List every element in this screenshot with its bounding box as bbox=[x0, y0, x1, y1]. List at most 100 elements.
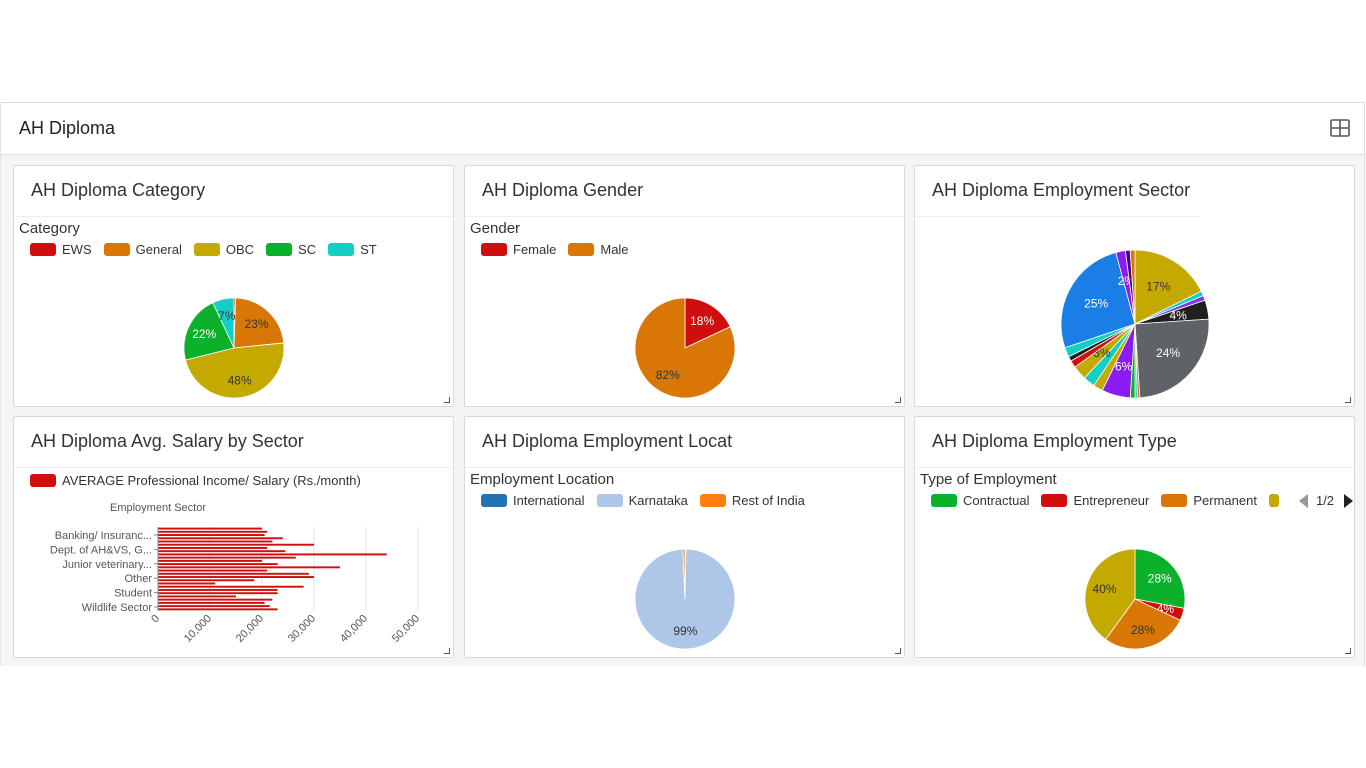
divider bbox=[915, 216, 1200, 217]
x-tick-label: 30,000 bbox=[286, 613, 318, 645]
legend-swatch bbox=[699, 494, 726, 507]
bar[interactable] bbox=[158, 608, 278, 611]
resize-handle[interactable] bbox=[895, 648, 901, 654]
legend-title: Category bbox=[19, 220, 80, 237]
card-title: AH Diploma Employment Type bbox=[932, 431, 1177, 451]
pie-slice[interactable] bbox=[1134, 249, 1202, 325]
card-type: AH Diploma Employment Type Type of Emplo… bbox=[914, 416, 1355, 658]
bar[interactable] bbox=[158, 550, 286, 553]
slice-label: 28% bbox=[1148, 572, 1172, 586]
bar[interactable] bbox=[158, 553, 387, 556]
location-pie-chart: 99% bbox=[634, 548, 736, 650]
resize-handle[interactable] bbox=[1345, 397, 1351, 403]
dashboard: AH Diploma AH Diploma Category Category … bbox=[0, 102, 1365, 666]
pie-slice[interactable] bbox=[1084, 548, 1136, 641]
legend-item[interactable]: ST bbox=[328, 242, 377, 257]
legend-item[interactable]: AVERAGE Professional Income/ Salary (Rs.… bbox=[30, 473, 361, 488]
legend-label: AVERAGE Professional Income/ Salary (Rs.… bbox=[62, 473, 361, 488]
divider bbox=[465, 216, 904, 217]
resize-handle[interactable] bbox=[444, 397, 450, 403]
slice-label: 99% bbox=[673, 624, 697, 638]
legend-title: Employment Location bbox=[470, 471, 615, 488]
legend-item[interactable]: Karnataka bbox=[596, 493, 688, 508]
bar[interactable] bbox=[158, 559, 262, 562]
bar[interactable] bbox=[158, 563, 278, 566]
legend-label: Female bbox=[513, 242, 557, 257]
legend-item[interactable]: Contractual bbox=[931, 493, 1029, 508]
legend-item[interactable]: Permanent bbox=[1161, 493, 1257, 508]
legend-item[interactable]: EWS bbox=[30, 242, 92, 257]
slice-label: 82% bbox=[656, 368, 680, 382]
bar[interactable] bbox=[158, 546, 268, 549]
pie-slice[interactable] bbox=[233, 297, 285, 349]
bar[interactable] bbox=[158, 588, 278, 591]
category-pie-chart: 23% 48% 22%7% bbox=[183, 297, 285, 399]
pie-slice[interactable] bbox=[1134, 318, 1210, 399]
bar[interactable] bbox=[158, 605, 270, 608]
legend-item[interactable]: International bbox=[481, 493, 585, 508]
legend-label: ST bbox=[360, 242, 377, 257]
pie-slice[interactable] bbox=[212, 297, 235, 349]
resize-handle[interactable] bbox=[444, 648, 450, 654]
pie-slice[interactable] bbox=[634, 297, 736, 399]
pie-slice[interactable] bbox=[1060, 252, 1136, 349]
legend-item[interactable]: General bbox=[103, 242, 182, 257]
bar[interactable] bbox=[158, 598, 273, 601]
legend-swatch bbox=[931, 494, 957, 507]
bar[interactable] bbox=[158, 537, 283, 540]
legend-item[interactable]: Female bbox=[481, 242, 556, 257]
y-axis-title: Employment Sector bbox=[110, 502, 206, 514]
pie-slice[interactable] bbox=[183, 302, 235, 361]
y-tick-label: Other bbox=[124, 573, 152, 585]
legend-label: Contractual bbox=[963, 493, 1030, 508]
card-title: AH Diploma Category bbox=[31, 180, 206, 200]
resize-handle[interactable] bbox=[1345, 648, 1351, 654]
bar[interactable] bbox=[158, 576, 314, 578]
bar[interactable] bbox=[158, 534, 265, 536]
slice-label: 25% bbox=[1084, 296, 1108, 310]
legend-swatch bbox=[1268, 494, 1279, 507]
legend-item[interactable]: Rest of India bbox=[699, 493, 805, 508]
pie-slice[interactable] bbox=[682, 548, 686, 600]
divider bbox=[915, 467, 1354, 468]
x-tick-label: 10,000 bbox=[182, 613, 214, 645]
bar[interactable] bbox=[158, 592, 278, 595]
bar[interactable] bbox=[158, 582, 216, 585]
pie-slice[interactable] bbox=[1129, 249, 1136, 325]
legend-item[interactable]: Entrepreneur bbox=[1041, 493, 1149, 508]
y-tick-label: Dept. of AH&VS, G... bbox=[50, 544, 152, 556]
slice-label: 23% bbox=[244, 317, 268, 331]
bar[interactable] bbox=[158, 566, 340, 569]
bar[interactable] bbox=[158, 543, 314, 546]
legend-swatch bbox=[1041, 494, 1068, 507]
resize-handle[interactable] bbox=[895, 397, 901, 403]
pie-slice[interactable] bbox=[184, 342, 285, 399]
next-page-icon[interactable] bbox=[1344, 493, 1354, 508]
bar[interactable] bbox=[158, 595, 236, 598]
bar[interactable] bbox=[158, 572, 309, 575]
card-sector: AH Diploma Employment Sector 17% 4% 24% 6% 3… bbox=[914, 165, 1355, 407]
pie-slice[interactable] bbox=[1105, 598, 1181, 650]
x-tick-label: 50,000 bbox=[390, 613, 422, 645]
legend-item[interactable]: Male bbox=[568, 242, 629, 257]
prev-page-icon[interactable] bbox=[1298, 493, 1308, 508]
legend-item[interactable] bbox=[1268, 494, 1279, 507]
bar[interactable] bbox=[158, 556, 296, 559]
slice-label: 48% bbox=[228, 374, 252, 388]
bar[interactable] bbox=[158, 579, 255, 582]
dashboard-header: AH Diploma bbox=[1, 103, 1364, 155]
pie-slice[interactable] bbox=[684, 297, 731, 349]
legend-label: General bbox=[135, 242, 182, 257]
bar[interactable] bbox=[158, 569, 268, 572]
card-location: AH Diploma Employment Locat Employment L… bbox=[464, 416, 905, 658]
pie-slice[interactable] bbox=[1134, 548, 1186, 609]
bar[interactable] bbox=[158, 585, 304, 588]
legend-item[interactable]: SC bbox=[266, 242, 316, 257]
bar[interactable] bbox=[158, 530, 268, 533]
legend-item[interactable]: OBC bbox=[193, 242, 254, 257]
bar[interactable] bbox=[158, 601, 265, 604]
divider bbox=[14, 467, 453, 468]
bar[interactable] bbox=[158, 540, 273, 543]
grid-layout-icon[interactable] bbox=[1330, 119, 1350, 137]
bar[interactable] bbox=[158, 527, 262, 530]
